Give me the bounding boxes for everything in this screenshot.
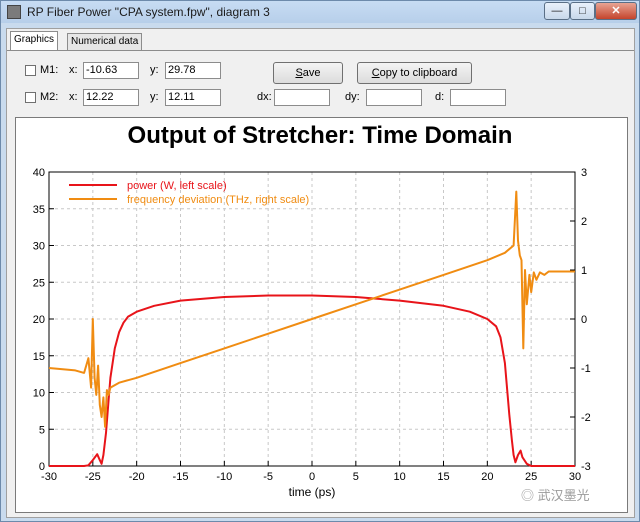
y-left-tick-label: 10 <box>33 388 45 400</box>
dx-label: dx: <box>257 91 272 103</box>
x-tick-label: 5 <box>353 471 359 483</box>
m1-x-field[interactable]: -10.63 <box>83 62 139 79</box>
y-left-tick-label: 5 <box>39 424 45 436</box>
m2-x-field[interactable]: 12.22 <box>83 89 139 106</box>
copy-accelerator: C <box>371 67 380 79</box>
diagram-panel: Graphics Numerical data M1: x: -10.63 y:… <box>6 28 635 518</box>
save-label: ave <box>302 67 321 79</box>
watermark-text: 武汉墨光 <box>537 488 590 503</box>
copy-to-clipboard-button[interactable]: Copy to clipboard <box>357 62 472 84</box>
x-tick-label: -25 <box>85 471 101 483</box>
tab-divider <box>7 50 634 51</box>
window-title: RP Fiber Power "CPA system.fpw", diagram… <box>27 5 270 19</box>
m1-y-label: y: <box>150 64 159 76</box>
y-right-tick-label: -3 <box>581 461 591 473</box>
x-tick-label: 30 <box>569 471 581 483</box>
y-left-tick-label: 0 <box>39 461 45 473</box>
chart-svg[interactable]: Output of Stretcher: Time Domain-30 -25 -2… <box>16 118 627 512</box>
m2-y-field[interactable]: 12.11 <box>165 89 221 106</box>
m1-y-field[interactable]: 29.78 <box>165 62 221 79</box>
wechat-icon: ◎ <box>521 488 538 503</box>
y-left-tick-label: 15 <box>33 351 45 363</box>
y-left-tick-label: 35 <box>33 204 45 216</box>
series-line-1 <box>49 294 575 467</box>
save-button[interactable]: Save <box>273 62 343 84</box>
save-accelerator: S <box>295 67 303 79</box>
m1-label: M1: <box>40 64 59 76</box>
m2-y-label: y: <box>150 91 159 103</box>
close-button[interactable]: ✕ <box>595 2 637 20</box>
y-left-tick-label: 40 <box>33 167 45 179</box>
legend-label-1: power (W, left scale) <box>127 180 227 192</box>
y-left-tick-label: 20 <box>33 314 45 326</box>
dx-field[interactable] <box>274 89 330 106</box>
y-right-tick-label: -2 <box>581 412 591 424</box>
title-bar[interactable]: RP Fiber Power "CPA system.fpw", diagram… <box>1 1 639 23</box>
x-tick-label: 0 <box>309 471 315 483</box>
y-left-tick-label: 25 <box>33 277 45 289</box>
dy-field[interactable] <box>366 89 422 106</box>
m1-x-label: x: <box>69 64 78 76</box>
watermark: ◎ 武汉墨光 <box>521 485 631 503</box>
legend-label-2: frequency deviation (THz, right scale) <box>127 194 309 206</box>
d-field[interactable] <box>450 89 506 106</box>
x-tick-label: -10 <box>216 471 232 483</box>
x-axis-label: time (ps) <box>289 485 336 499</box>
m2-checkbox[interactable] <box>25 92 36 103</box>
x-tick-label: 10 <box>394 471 406 483</box>
y-right-tick-label: 0 <box>581 314 587 326</box>
y-right-tick-label: 1 <box>581 265 587 277</box>
x-tick-label: -15 <box>173 471 189 483</box>
tab-numerical-data[interactable]: Numerical data <box>67 33 143 50</box>
x-tick-label: 20 <box>481 471 493 483</box>
x-tick-label: -20 <box>129 471 145 483</box>
y-right-tick-label: -1 <box>581 363 591 375</box>
x-tick-label: 15 <box>437 471 449 483</box>
app-icon <box>7 5 21 19</box>
y-right-tick-label: 3 <box>581 167 587 179</box>
d-label: d: <box>435 91 445 103</box>
x-tick-label: -5 <box>263 471 273 483</box>
chart-title: Output of Stretcher: Time Domain <box>128 122 513 149</box>
plot-area[interactable]: Output of Stretcher: Time Domain -30 -25 -2… <box>15 117 628 513</box>
minimize-button[interactable]: — <box>544 2 570 20</box>
m2-x-label: x: <box>69 91 78 103</box>
series-line-2 <box>48 190 575 428</box>
maximize-button[interactable]: □ <box>570 2 595 20</box>
x-tick-label: 25 <box>525 471 537 483</box>
y-right-tick-label: 2 <box>581 216 587 228</box>
dy-label: dy: <box>345 91 360 103</box>
m2-label: M2: <box>40 91 59 103</box>
m1-checkbox[interactable] <box>25 65 36 76</box>
x-tick-label: -30 <box>41 471 57 483</box>
y-left-tick-label: 30 <box>33 241 45 253</box>
copy-label: opy to clipboard <box>379 67 458 79</box>
tab-graphics[interactable]: Graphics <box>10 31 59 51</box>
